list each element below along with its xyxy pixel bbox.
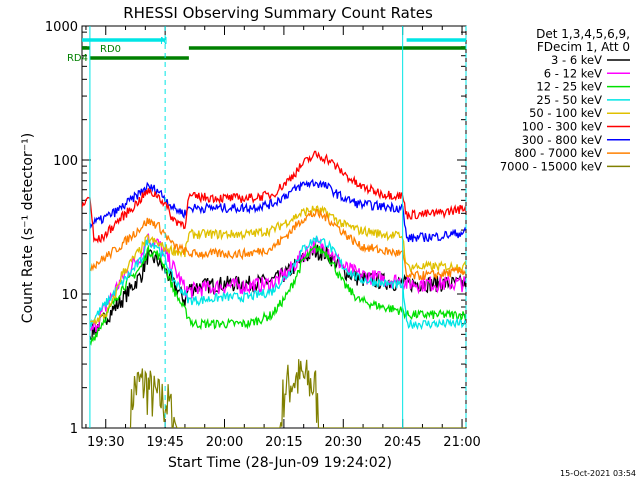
series-line xyxy=(89,205,466,326)
legend-label: 50 - 100 keV xyxy=(529,106,602,120)
y-tick-label: 100 xyxy=(53,154,78,169)
annotations: N RD0 RD4 xyxy=(67,36,168,64)
chart-title: RHESSI Observing Summary Count Rates xyxy=(123,4,433,22)
series-line xyxy=(89,178,466,243)
legend-header-line: Det 1,3,4,5,6,9, xyxy=(536,27,630,41)
legend-label: 3 - 6 keV xyxy=(551,53,602,67)
x-axis-label: Start Time (28-Jun-09 19:24:02) xyxy=(168,455,392,471)
series-lines xyxy=(82,150,466,428)
legend-label: 6 - 12 keV xyxy=(544,66,602,80)
timestamp: 15-Oct-2021 03:54 xyxy=(560,469,636,478)
series-line xyxy=(89,233,466,333)
vertical-lines xyxy=(89,26,467,428)
legend-label: 300 - 800 keV xyxy=(522,133,602,147)
x-tick-label: 20:00 xyxy=(206,435,243,450)
x-tick-label: 21:00 xyxy=(443,435,480,450)
x-tick-label: 20:45 xyxy=(384,435,421,450)
legend-label: 100 - 300 keV xyxy=(522,120,602,134)
legend-label: 7000 - 15000 keV xyxy=(500,159,602,173)
y-axis-label: Count Rate (s⁻¹ detector⁻¹) xyxy=(20,133,36,323)
series-line xyxy=(89,235,466,331)
annotation-label: RD4 xyxy=(67,53,88,64)
annotation-label: N xyxy=(160,36,167,47)
annotation-label: RD0 xyxy=(100,44,121,55)
x-tick-label: 19:30 xyxy=(87,435,124,450)
y-tick-label: 10 xyxy=(61,288,78,303)
legend-label: 25 - 50 keV xyxy=(536,93,602,107)
legend-label: 12 - 25 keV xyxy=(536,80,602,94)
y-tick-label: 1000 xyxy=(45,20,78,35)
series-line xyxy=(89,242,466,346)
legend-label: 800 - 7000 keV xyxy=(514,146,602,160)
series-line xyxy=(129,359,466,428)
flag-bars xyxy=(82,38,466,60)
legend-header-line: FDecim 1, Att 0 xyxy=(537,40,630,54)
x-axis-ticks: 19:30 19:45 20:00 20:15 20:30 20:45 21:00 xyxy=(85,26,481,450)
y-axis-ticks: 1 10 100 1000 xyxy=(45,20,466,437)
y-tick-label: 1 xyxy=(70,422,78,437)
x-tick-label: 19:45 xyxy=(146,435,183,450)
series-line xyxy=(89,208,466,281)
x-tick-label: 20:15 xyxy=(265,435,302,450)
x-tick-label: 20:30 xyxy=(325,435,362,450)
series-line xyxy=(82,150,466,244)
legend: Det 1,3,4,5,6,9, FDecim 1, Att 0 3 - 6 k… xyxy=(500,27,630,173)
